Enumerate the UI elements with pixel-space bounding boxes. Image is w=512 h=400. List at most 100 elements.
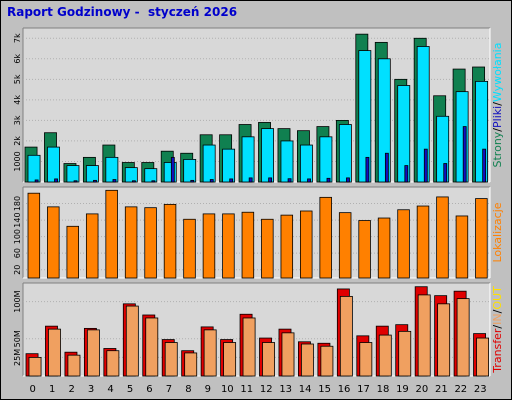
wywolania-bar	[151, 180, 156, 183]
transfer-ytick-label: 50M	[13, 330, 22, 347]
pliki-bar	[300, 144, 313, 183]
lokalizacje-bar	[475, 198, 488, 279]
wywolania-bar	[326, 177, 331, 183]
visits-side-label-part: Wywołania	[491, 43, 504, 103]
in-bar	[359, 342, 373, 377]
in-bar	[67, 354, 81, 377]
hour-tick-label: 19	[396, 384, 409, 395]
hour-tick-label: 6	[146, 384, 152, 395]
visits-side-label-part: /	[491, 102, 504, 106]
lokalizacje-bar	[319, 196, 332, 279]
in-bar	[281, 332, 295, 377]
lokalizacje-bar	[377, 217, 391, 279]
visits-ytick-label: 6k	[13, 54, 22, 64]
lokalizacje-bar	[105, 189, 118, 279]
lokalizacje-bar	[183, 218, 196, 279]
in-bar	[320, 345, 334, 377]
lokalizacje-bar	[261, 218, 274, 279]
transfer-side-label: Transfer/IN/OUT	[491, 286, 504, 374]
lokalizacje-bar	[27, 192, 41, 279]
hour-tick-label: 5	[127, 384, 133, 395]
wywolania-bar	[443, 163, 448, 183]
lokalizacje-bar	[124, 206, 138, 279]
in-bar	[164, 342, 178, 377]
wywolania-bar	[307, 178, 311, 183]
lokalizacje-bar	[397, 209, 410, 279]
pliki-bar	[338, 124, 352, 183]
wywolania-bar	[365, 156, 370, 183]
hour-tick-label: 14	[299, 384, 312, 395]
pliki-bar	[144, 168, 158, 183]
in-bar	[417, 294, 431, 377]
wywolania-bar	[34, 179, 39, 183]
hour-tick-label: 12	[260, 384, 273, 395]
transfer-side-label-part: /	[491, 325, 504, 329]
lokalizacje-bar	[241, 211, 255, 279]
in-bar	[125, 305, 139, 377]
pliki-bar	[202, 144, 216, 183]
visits-side-label-part: Strony	[491, 131, 504, 167]
hour-tick-label: 23	[474, 384, 487, 395]
hour-tick-label: 11	[240, 384, 253, 395]
wywolania-bar	[248, 177, 253, 183]
wywolania-bar	[384, 152, 389, 183]
in-bar	[262, 342, 275, 377]
in-bar	[339, 295, 353, 377]
hour-tick-label: 17	[357, 384, 370, 395]
lokalizacje-bar	[202, 213, 216, 279]
transfer-ytick-label: 100M	[13, 290, 22, 312]
pliki-bar	[222, 148, 236, 183]
hour-tick-label: 8	[185, 384, 191, 395]
lokalizacje-bar	[222, 213, 235, 279]
visits-ytick-label: 3k	[13, 115, 22, 125]
pliki-bar	[66, 165, 80, 183]
in-bar	[476, 337, 490, 377]
in-bar	[106, 350, 120, 377]
hour-tick-label: 16	[338, 384, 351, 395]
in-bar	[301, 343, 314, 377]
locations-ytick-label: 60	[13, 248, 22, 258]
in-bar	[86, 329, 100, 377]
in-bar	[378, 334, 392, 377]
pliki-bar	[27, 154, 41, 183]
hour-tick-label: 20	[416, 384, 429, 395]
wywolania-bar	[132, 180, 136, 183]
pliki-bar	[377, 58, 391, 183]
lokalizacje-bar	[66, 225, 79, 279]
wywolania-bar	[229, 178, 234, 183]
pliki-bar	[47, 146, 60, 183]
in-bar	[28, 356, 42, 377]
pliki-bar	[416, 46, 430, 183]
in-bar	[223, 342, 237, 377]
locations-ytick-label: 180	[13, 196, 22, 211]
lokalizacje-bar	[144, 207, 157, 279]
visits-side-label: Strony/Pliki/Wywołania	[491, 43, 504, 168]
in-bar	[398, 330, 412, 377]
lokalizacje-bar	[358, 220, 371, 279]
pliki-bar	[280, 140, 294, 183]
lokalizacje-bar	[416, 205, 430, 279]
pliki-bar	[358, 50, 372, 183]
pliki-bar	[85, 165, 99, 183]
hour-tick-label: 0	[30, 384, 36, 395]
transfer-side-label-part: OUT	[491, 286, 504, 310]
visits-ytick-label: 1000	[13, 151, 22, 171]
in-bar	[203, 329, 217, 377]
wywolania-bar	[287, 178, 292, 183]
in-bar	[48, 328, 61, 377]
in-bar	[145, 317, 159, 377]
pliki-bar	[183, 159, 197, 183]
locations-ytick-label: 100	[13, 229, 22, 244]
hour-tick-label: 9	[205, 384, 211, 395]
visits-side-label-part: /	[491, 128, 504, 132]
lokalizacje-bar	[300, 210, 313, 279]
hour-tick-label: 3	[88, 384, 94, 395]
hour-tick-label: 7	[166, 384, 172, 395]
locations-ytick-label: 140	[13, 212, 22, 227]
wywolania-bar	[112, 179, 117, 183]
wywolania-bar	[423, 148, 428, 183]
pliki-bar	[261, 128, 274, 183]
hour-tick-label: 22	[454, 384, 467, 395]
wywolania-bar	[462, 126, 467, 183]
